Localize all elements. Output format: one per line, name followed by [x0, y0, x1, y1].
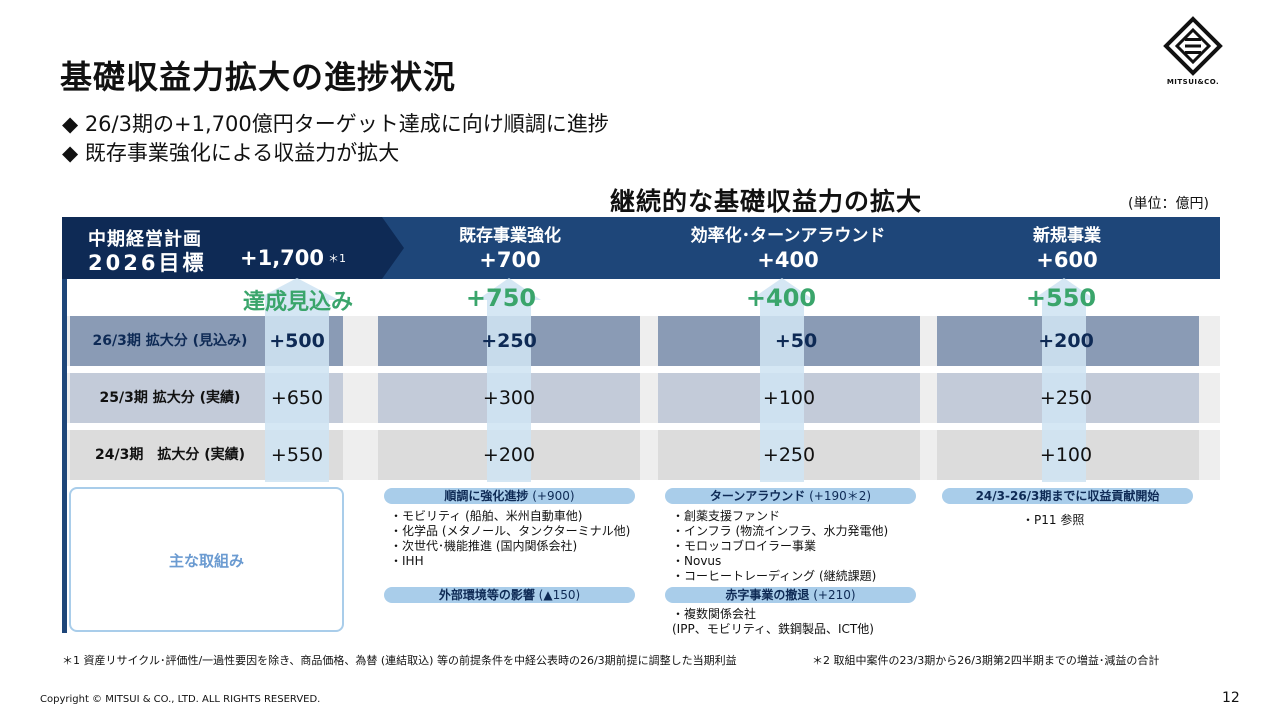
value-25-turnaround: +100 — [762, 387, 816, 409]
column-head-turnaround: 効率化･ターンアラウンド +400 — [663, 225, 913, 273]
plan-box — [62, 217, 382, 279]
arrow-new — [1032, 278, 1096, 482]
value-24-new: +100 — [1039, 444, 1093, 466]
value-24-existing: +200 — [482, 444, 536, 466]
pill-new-contribution: 24/3-26/3期までに収益貢献開始 — [942, 488, 1193, 504]
arrow-total — [255, 278, 339, 482]
value-26-total: +500 — [269, 330, 325, 352]
column-name: 新規事業 — [1033, 226, 1101, 246]
plan-line2: 2026目標 — [88, 251, 207, 275]
plan-target-value: +1,700 — [240, 246, 325, 270]
column-target: +600 — [1036, 248, 1098, 272]
value-26-existing: +250 — [481, 330, 537, 352]
pill-text: ターンアラウンド — [709, 489, 806, 503]
left-rail — [62, 279, 67, 633]
pill-exit-loss: 赤字事業の撤退 (+210) — [665, 587, 916, 603]
pill-text: 順調に強化進捗 — [444, 489, 529, 503]
page-number: 12 — [1222, 690, 1240, 706]
outlook-new: +550 — [1025, 284, 1097, 312]
list-new-business: ・P11 参照 — [1022, 513, 1084, 528]
list-turnaround: ・創薬支援ファンド ・インフラ (物流インフラ、水力発電他) ・モロッコブロイラ… — [672, 509, 888, 584]
pill-turnaround: ターンアラウンド (+190＊2) — [665, 488, 916, 504]
plan-line1: 中期経営計画 — [88, 229, 202, 250]
list-item: ・次世代･機能推進 (国内関係会社) — [390, 539, 578, 553]
bullet-1: ◆ 26/3期の+1,700億円ターゲット達成に向け順調に進捗 — [62, 112, 609, 136]
main-initiatives-label: 主な取組み — [168, 552, 244, 570]
bullet-2: ◆ 既存事業強化による収益力が拡大 — [62, 141, 400, 165]
plan-note-mark: ＊1 — [328, 252, 346, 265]
pill-text: 外部環境等の影響 — [438, 588, 535, 602]
chart-heading: 継続的な基礎収益力の拡大 — [610, 187, 923, 216]
unit-label: (単位：億円) — [1128, 196, 1209, 212]
value-26-new: +200 — [1038, 330, 1094, 352]
list-item: ・モロッコブロイラー事業 — [672, 539, 817, 553]
column-head-new-business: 新規事業 +600 — [942, 225, 1192, 273]
column-name: 既存事業強化 — [459, 226, 561, 246]
logo-text: MITSUI&CO. — [1166, 78, 1220, 86]
list-item: ・創薬支援ファンド — [672, 509, 781, 523]
list-item: ・コーヒートレーディング (継続課題) — [672, 569, 877, 583]
footnote-1: ＊1 資産リサイクル･評価性/一過性要因を除き、商品価格、為替 (連結取込) 等… — [62, 654, 737, 667]
pill-text: 24/3-26/3期までに収益貢献開始 — [975, 489, 1160, 503]
value-24-total: +550 — [270, 444, 324, 466]
value-24-turnaround: +250 — [762, 444, 816, 466]
list-strengthening: ・モビリティ (船舶、米州自動車他) ・化学品 (メタノール、タンクターミナル他… — [390, 509, 630, 569]
list-item: ・P11 参照 — [1022, 513, 1085, 527]
list-item: (IPP、モビリティ、鉄鋼製品、ICT他) — [672, 622, 874, 636]
column-target: +700 — [479, 248, 541, 272]
plan-arrow-shape — [382, 217, 404, 279]
row-label-24: 24/3期 拡大分 (実績) — [94, 447, 245, 463]
value-25-existing: +300 — [482, 387, 536, 409]
list-item: ・インフラ (物流インフラ、水力発電他) — [672, 524, 889, 538]
company-logo: MITSUI&CO. — [1158, 16, 1228, 86]
list-exit-loss: ・複数関係会社 (IPP、モビリティ、鉄鋼製品、ICT他) — [672, 607, 874, 637]
value-25-total: +650 — [270, 387, 324, 409]
value-25-new: +250 — [1039, 387, 1093, 409]
outlook-label: 達成見込み — [242, 290, 353, 315]
list-item: ・化学品 (メタノール、タンクターミナル他) — [390, 524, 631, 538]
row-label-25: 25/3期 拡大分 (実績) — [99, 390, 241, 406]
list-item: ・Novus — [672, 554, 722, 568]
footnote-2: ＊2 取組中案件の23/3期から26/3期第2四半期までの増益･減益の合計 — [812, 654, 1160, 667]
page-title: 基礎収益力拡大の進捗状況 — [60, 58, 457, 96]
summary-bullets: ◆ 26/3期の+1,700億円ターゲット達成に向け順調に進捗 ◆ 既存事業強化… — [62, 110, 609, 168]
column-head-existing: 既存事業強化 +700 — [385, 225, 635, 273]
pill-number: (+900) — [528, 489, 575, 503]
list-item: ・IHH — [390, 554, 424, 568]
pill-number: (▲150) — [534, 588, 581, 602]
arrow-existing — [477, 278, 541, 482]
pill-strengthening: 順調に強化進捗 (+900) — [384, 488, 635, 504]
column-target: +400 — [757, 248, 819, 272]
list-item: ・モビリティ (船舶、米州自動車他) — [390, 509, 583, 523]
outlook-existing: +750 — [465, 284, 537, 312]
pill-external-impact: 外部環境等の影響 (▲150) — [384, 587, 635, 603]
column-name: 効率化･ターンアラウンド — [690, 226, 886, 246]
pill-number: (+210) — [809, 588, 856, 602]
pill-number: (+190＊2) — [805, 489, 872, 503]
arrow-turnaround — [750, 278, 814, 482]
row-label-26: 26/3期 拡大分 (見込み) — [92, 333, 248, 349]
value-26-turnaround: +50 — [774, 330, 818, 352]
list-item: ・複数関係会社 — [672, 607, 757, 621]
main-initiatives-box — [69, 487, 344, 632]
mitsui-logo-icon — [1163, 16, 1223, 76]
pill-text: 赤字事業の撤退 — [725, 588, 810, 602]
outlook-turnaround: +400 — [745, 284, 817, 312]
copyright: Copyright © MITSUI & CO., LTD. ALL RIGHT… — [40, 694, 321, 705]
